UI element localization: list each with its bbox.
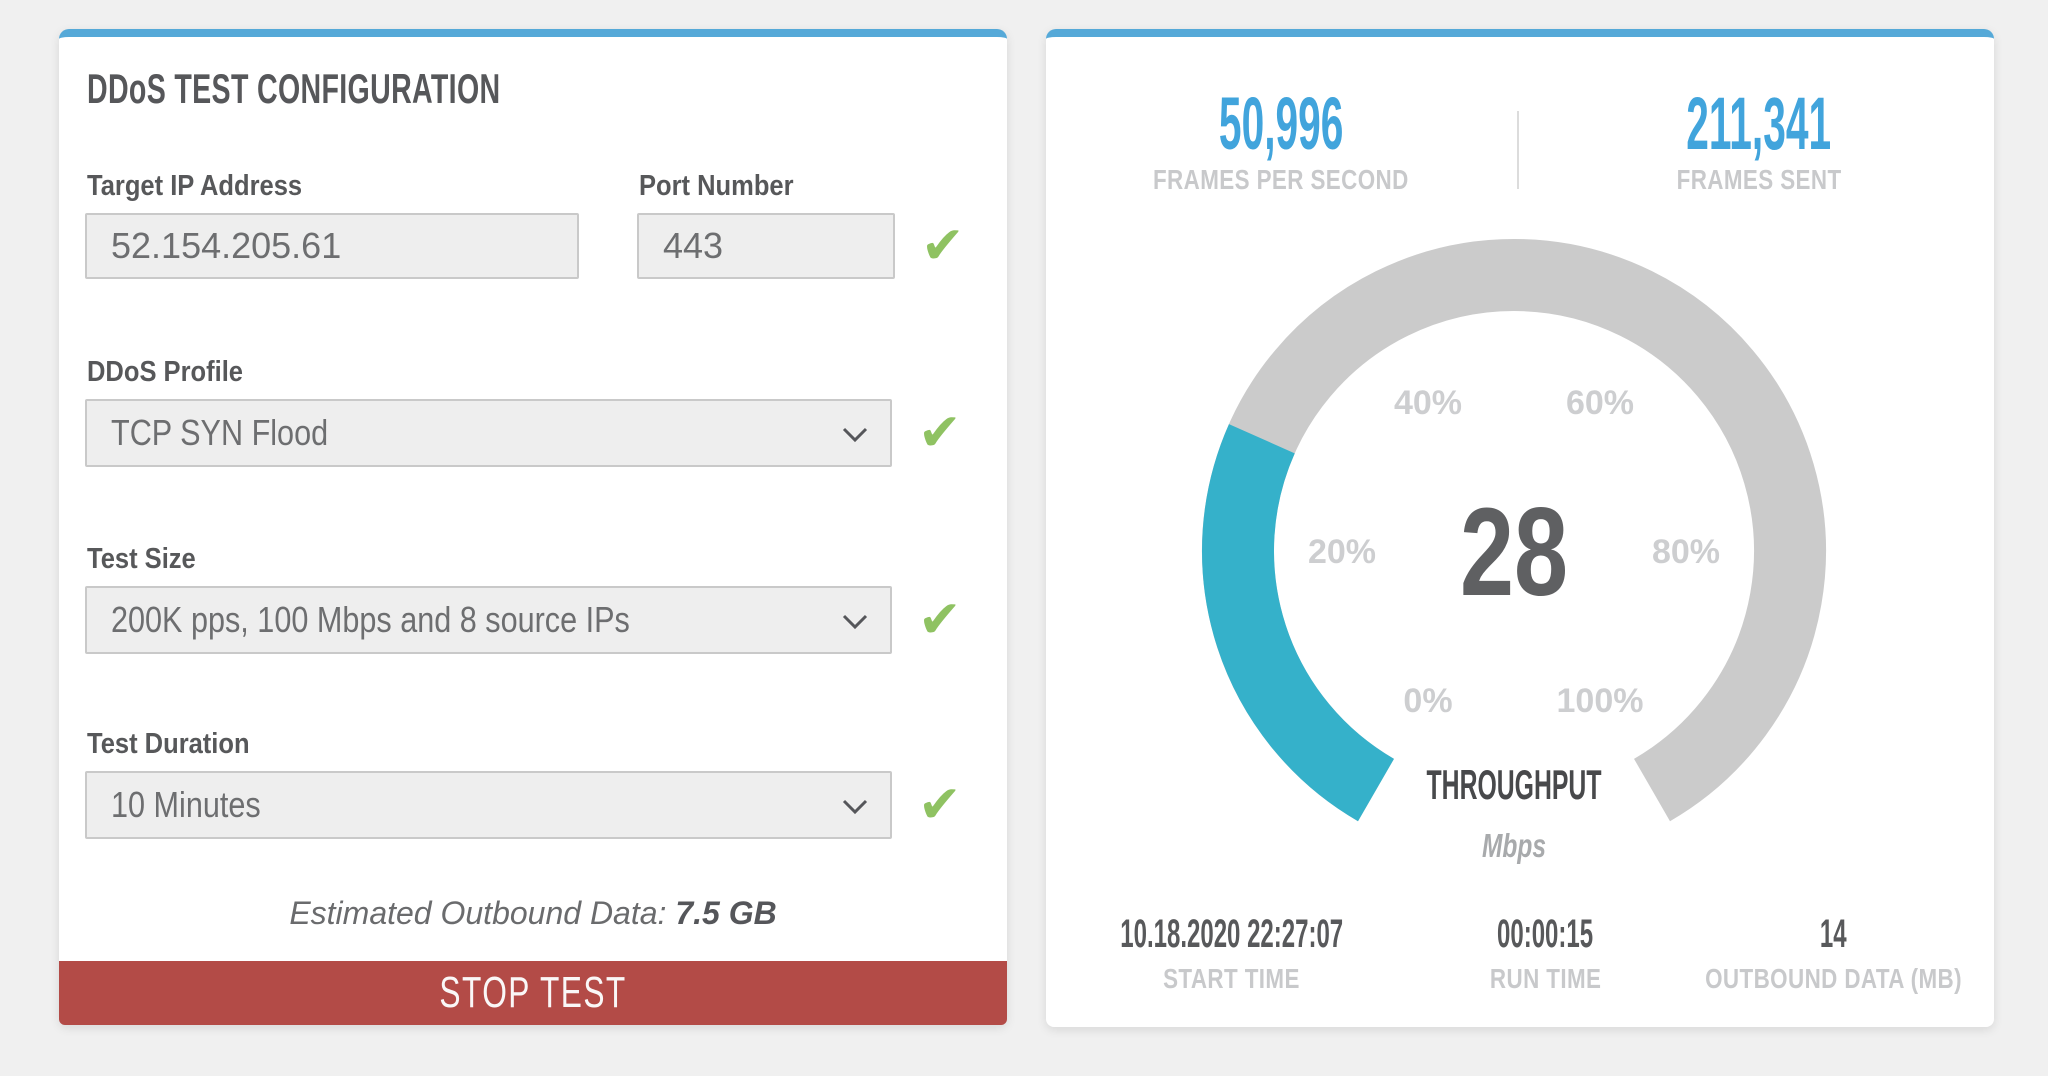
target-ip-input[interactable]	[85, 213, 579, 279]
size-valid-check-icon: ✔	[918, 591, 962, 649]
frames-sent-label: FRAMES SENT	[1676, 164, 1842, 195]
port-number-label: Port Number	[639, 170, 794, 202]
ip-port-row: Target IP Address Port Number ✔	[85, 169, 981, 279]
chevron-down-icon	[842, 799, 868, 815]
ddos-profile-select[interactable]: TCP SYN Flood	[85, 399, 892, 467]
estimate-label: Estimated Outbound Data:	[289, 895, 667, 931]
throughput-gauge-svg: 0% 20% 40% 60% 80% 100% 28 THROUGHPUT Mbps	[1202, 239, 1826, 864]
run-stats-row: 10.18.2020 22:27:07 START TIME 00:00:15 …	[1046, 913, 1994, 995]
stop-test-button[interactable]: STOP TEST	[59, 961, 1007, 1025]
gauge-value-arc	[1202, 424, 1395, 822]
ddos-profile-label: DDoS Profile	[87, 356, 243, 388]
stats-divider	[1517, 111, 1519, 189]
test-monitor-panel: 50,996 FRAMES PER SECOND 211,341 FRAMES …	[1046, 29, 1994, 1027]
gauge-tick-label: 20%	[1308, 533, 1376, 571]
run-time-label: RUN TIME	[1489, 963, 1601, 994]
chevron-down-icon	[842, 614, 868, 630]
gauge-value-text: 28	[1460, 483, 1568, 622]
ddos-profile-group: DDoS Profile TCP SYN Flood ✔	[85, 355, 981, 467]
outbound-data-value: 14	[1820, 912, 1847, 956]
profile-valid-check-icon: ✔	[918, 404, 962, 462]
outbound-data-label: OUTBOUND DATA (MB)	[1705, 963, 1962, 994]
target-ip-label: Target IP Address	[87, 170, 303, 202]
estimated-outbound-data: Estimated Outbound Data: 7.5 GB	[59, 895, 1007, 932]
test-size-group: Test Size 200K pps, 100 Mbps and 8 sourc…	[85, 542, 981, 654]
gauge-tick-label: 40%	[1394, 384, 1462, 422]
chevron-down-icon	[842, 427, 868, 443]
page-title: DDoS TEST CONFIGURATION	[87, 65, 501, 112]
gauge-tick-label: 100%	[1557, 682, 1644, 720]
gauge-tick-label: 80%	[1652, 533, 1720, 571]
gauge-tick-label: 0%	[1403, 682, 1452, 720]
start-time-label: START TIME	[1163, 963, 1301, 994]
frames-sent-value: 211,341	[1686, 82, 1832, 165]
test-size-label: Test Size	[87, 543, 196, 575]
gauge-tick-label: 60%	[1566, 384, 1634, 422]
estimate-value: 7.5 GB	[675, 895, 777, 931]
frames-per-second-label: FRAMES PER SECOND	[1153, 164, 1409, 195]
test-size-select[interactable]: 200K pps, 100 Mbps and 8 source IPs	[85, 586, 892, 654]
frames-sent-stat: 211,341 FRAMES SENT	[1524, 87, 1994, 197]
test-duration-label: Test Duration	[87, 728, 250, 760]
ddos-test-configuration-panel: DDoS TEST CONFIGURATION Target IP Addres…	[59, 29, 1007, 1025]
test-duration-group: Test Duration 10 Minutes ✔	[85, 727, 981, 839]
duration-valid-check-icon: ✔	[918, 776, 962, 834]
test-duration-select[interactable]: 10 Minutes	[85, 771, 892, 839]
frames-per-second-stat: 50,996 FRAMES PER SECOND	[1046, 87, 1516, 197]
port-valid-check-icon: ✔	[921, 217, 965, 275]
gauge-unit-text: Mbps	[1482, 827, 1546, 864]
start-time-stat: 10.18.2020 22:27:07 START TIME	[1046, 913, 1417, 995]
start-time-value: 10.18.2020 22:27:07	[1120, 912, 1344, 956]
run-time-stat: 00:00:15 RUN TIME	[1417, 913, 1672, 995]
frames-per-second-value: 50,996	[1218, 82, 1344, 165]
port-number-input[interactable]	[637, 213, 895, 279]
outbound-data-stat: 14 OUTBOUND DATA (MB)	[1673, 913, 1994, 995]
run-time-value: 00:00:15	[1497, 912, 1594, 956]
gauge-title-text: THROUGHPUT	[1427, 761, 1602, 808]
throughput-gauge: 0% 20% 40% 60% 80% 100% 28 THROUGHPUT Mbps	[1184, 221, 1844, 901]
